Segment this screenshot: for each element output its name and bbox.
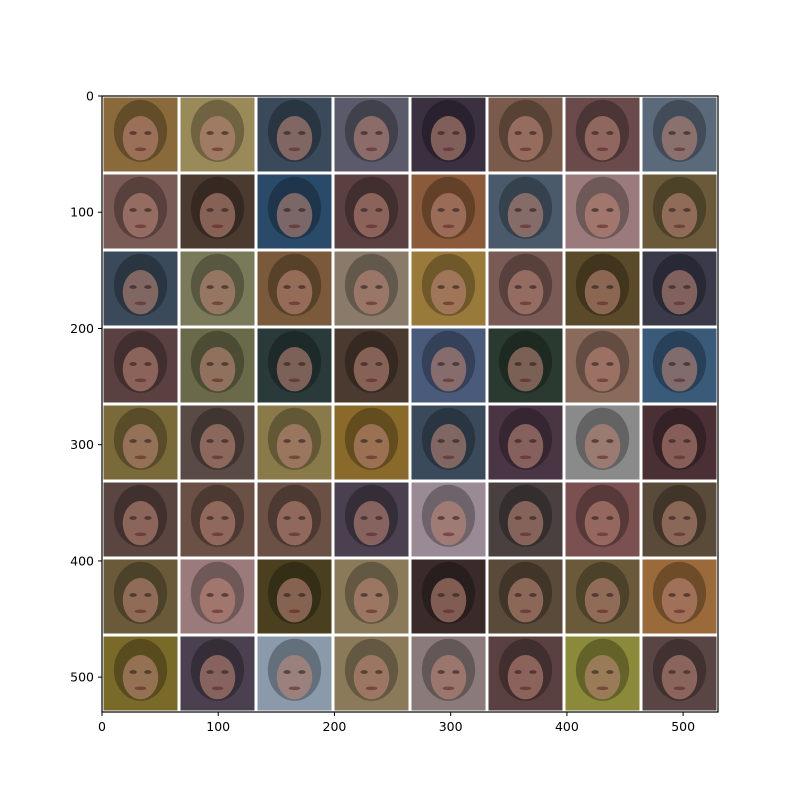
face-sample-tile — [642, 174, 717, 249]
face-sample-tile — [257, 97, 332, 172]
face-sample-tile — [411, 405, 486, 480]
face-sample-tile — [257, 636, 332, 711]
face-sample-tile — [411, 482, 486, 557]
face-sample-tile — [488, 405, 563, 480]
y-tick-label: 300 — [70, 437, 94, 452]
face-sample-tile — [565, 559, 640, 634]
face-sample-tile — [488, 251, 563, 326]
face-sample-tile — [488, 559, 563, 634]
x-tick-label: 400 — [555, 719, 579, 734]
x-axis: 0 100 200 300 400 500 — [98, 712, 695, 734]
face-sample-tile — [180, 251, 255, 326]
face-sample-tile — [257, 405, 332, 480]
x-tick-label: 200 — [323, 719, 347, 734]
x-tick-label: 500 — [671, 719, 695, 734]
face-sample-tile — [103, 559, 178, 634]
face-sample-tile — [180, 482, 255, 557]
x-tick-label: 100 — [206, 719, 230, 734]
face-sample-tile — [334, 328, 409, 403]
face-sample-tile — [334, 97, 409, 172]
face-sample-tile — [642, 636, 717, 711]
face-sample-tile — [180, 559, 255, 634]
face-sample-tile — [334, 482, 409, 557]
face-sample-tile — [411, 97, 486, 172]
face-sample-tile — [257, 559, 332, 634]
face-samples-grid — [102, 96, 718, 712]
face-sample-tile — [565, 405, 640, 480]
face-sample-tile — [103, 97, 178, 172]
face-sample-tile — [411, 174, 486, 249]
face-sample-tile — [257, 251, 332, 326]
face-sample-tile — [257, 328, 332, 403]
y-tick-label: 0 — [86, 89, 94, 104]
face-sample-tile — [257, 482, 332, 557]
axes-frame — [101, 95, 719, 713]
face-sample-tile — [565, 251, 640, 326]
y-tick-label: 400 — [70, 553, 94, 568]
face-sample-tile — [334, 405, 409, 480]
face-sample-tile — [334, 251, 409, 326]
face-sample-tile — [565, 97, 640, 172]
x-tick-label: 0 — [98, 719, 106, 734]
face-sample-tile — [411, 251, 486, 326]
face-sample-tile — [334, 636, 409, 711]
face-sample-tile — [488, 174, 563, 249]
face-sample-tile — [565, 174, 640, 249]
face-sample-tile — [411, 636, 486, 711]
face-sample-tile — [642, 559, 717, 634]
y-tick-label: 200 — [70, 321, 94, 336]
face-sample-tile — [180, 328, 255, 403]
face-sample-tile — [488, 97, 563, 172]
y-tick-label: 500 — [70, 670, 94, 685]
face-sample-tile — [103, 482, 178, 557]
face-sample-tile — [488, 482, 563, 557]
face-sample-tile — [642, 251, 717, 326]
face-sample-tile — [103, 174, 178, 249]
x-tick-label: 300 — [439, 719, 463, 734]
face-sample-tile — [180, 97, 255, 172]
face-sample-tile — [180, 174, 255, 249]
face-sample-tile — [334, 559, 409, 634]
face-sample-tile — [180, 636, 255, 711]
face-sample-tile — [103, 636, 178, 711]
y-tick-label: 100 — [70, 205, 94, 220]
face-sample-tile — [411, 328, 486, 403]
face-sample-tile — [411, 559, 486, 634]
face-sample-tile — [642, 97, 717, 172]
face-sample-tile — [642, 405, 717, 480]
face-sample-tile — [488, 328, 563, 403]
face-sample-tile — [334, 174, 409, 249]
face-sample-tile — [565, 636, 640, 711]
face-sample-tile — [103, 405, 178, 480]
face-sample-tile — [642, 482, 717, 557]
face-sample-tile — [180, 405, 255, 480]
face-sample-tile — [565, 328, 640, 403]
face-sample-tile — [488, 636, 563, 711]
face-sample-tile — [103, 328, 178, 403]
face-sample-tile — [257, 174, 332, 249]
face-sample-tile — [103, 251, 178, 326]
face-sample-tile — [642, 328, 717, 403]
face-sample-tile — [565, 482, 640, 557]
y-axis: 0 100 200 300 400 500 — [70, 89, 102, 685]
